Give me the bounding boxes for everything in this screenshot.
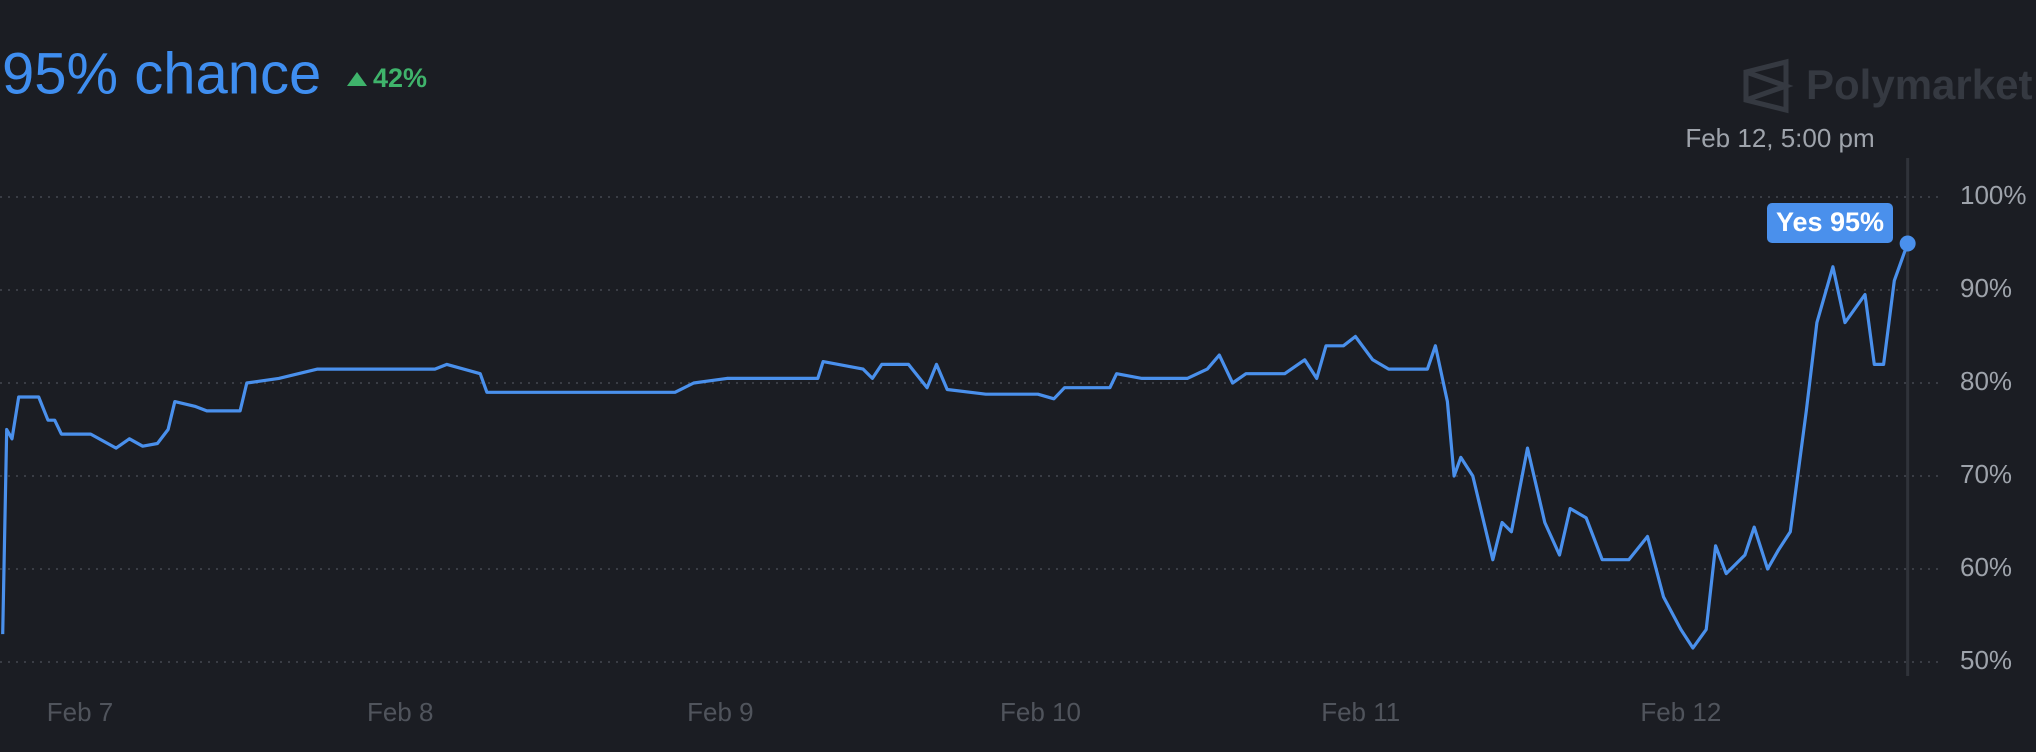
y-tick-label: 90% [1960, 273, 2012, 303]
brand: Polymarket [1806, 61, 2032, 108]
hover-point [1899, 235, 1916, 252]
headline: 95% chance [2, 41, 321, 106]
x-tick-label: Feb 12 [1640, 697, 1721, 727]
x-tick-label: Feb 8 [367, 697, 434, 727]
x-tick-label: Feb 7 [47, 697, 114, 727]
x-tick-label: Feb 10 [1000, 697, 1081, 727]
tooltip-label: Yes 95% [1776, 207, 1884, 237]
up-arrow [347, 72, 367, 86]
y-tick-label: 80% [1960, 366, 2012, 396]
brand-logo [1743, 58, 1794, 114]
tooltip-box [1767, 203, 1893, 243]
y-tick-label: 50% [1960, 645, 2012, 675]
hover-date: Feb 12, 5:00 pm [1685, 123, 1874, 153]
change: 42% [373, 63, 427, 93]
y-tick-label: 70% [1960, 459, 2012, 489]
x-tick-label: Feb 11 [1321, 697, 1400, 727]
y-tick-label: 60% [1960, 552, 2012, 582]
x-tick-label: Feb 9 [687, 697, 754, 727]
y-tick-label: 100% [1960, 180, 2027, 210]
line [1, 242, 1910, 650]
